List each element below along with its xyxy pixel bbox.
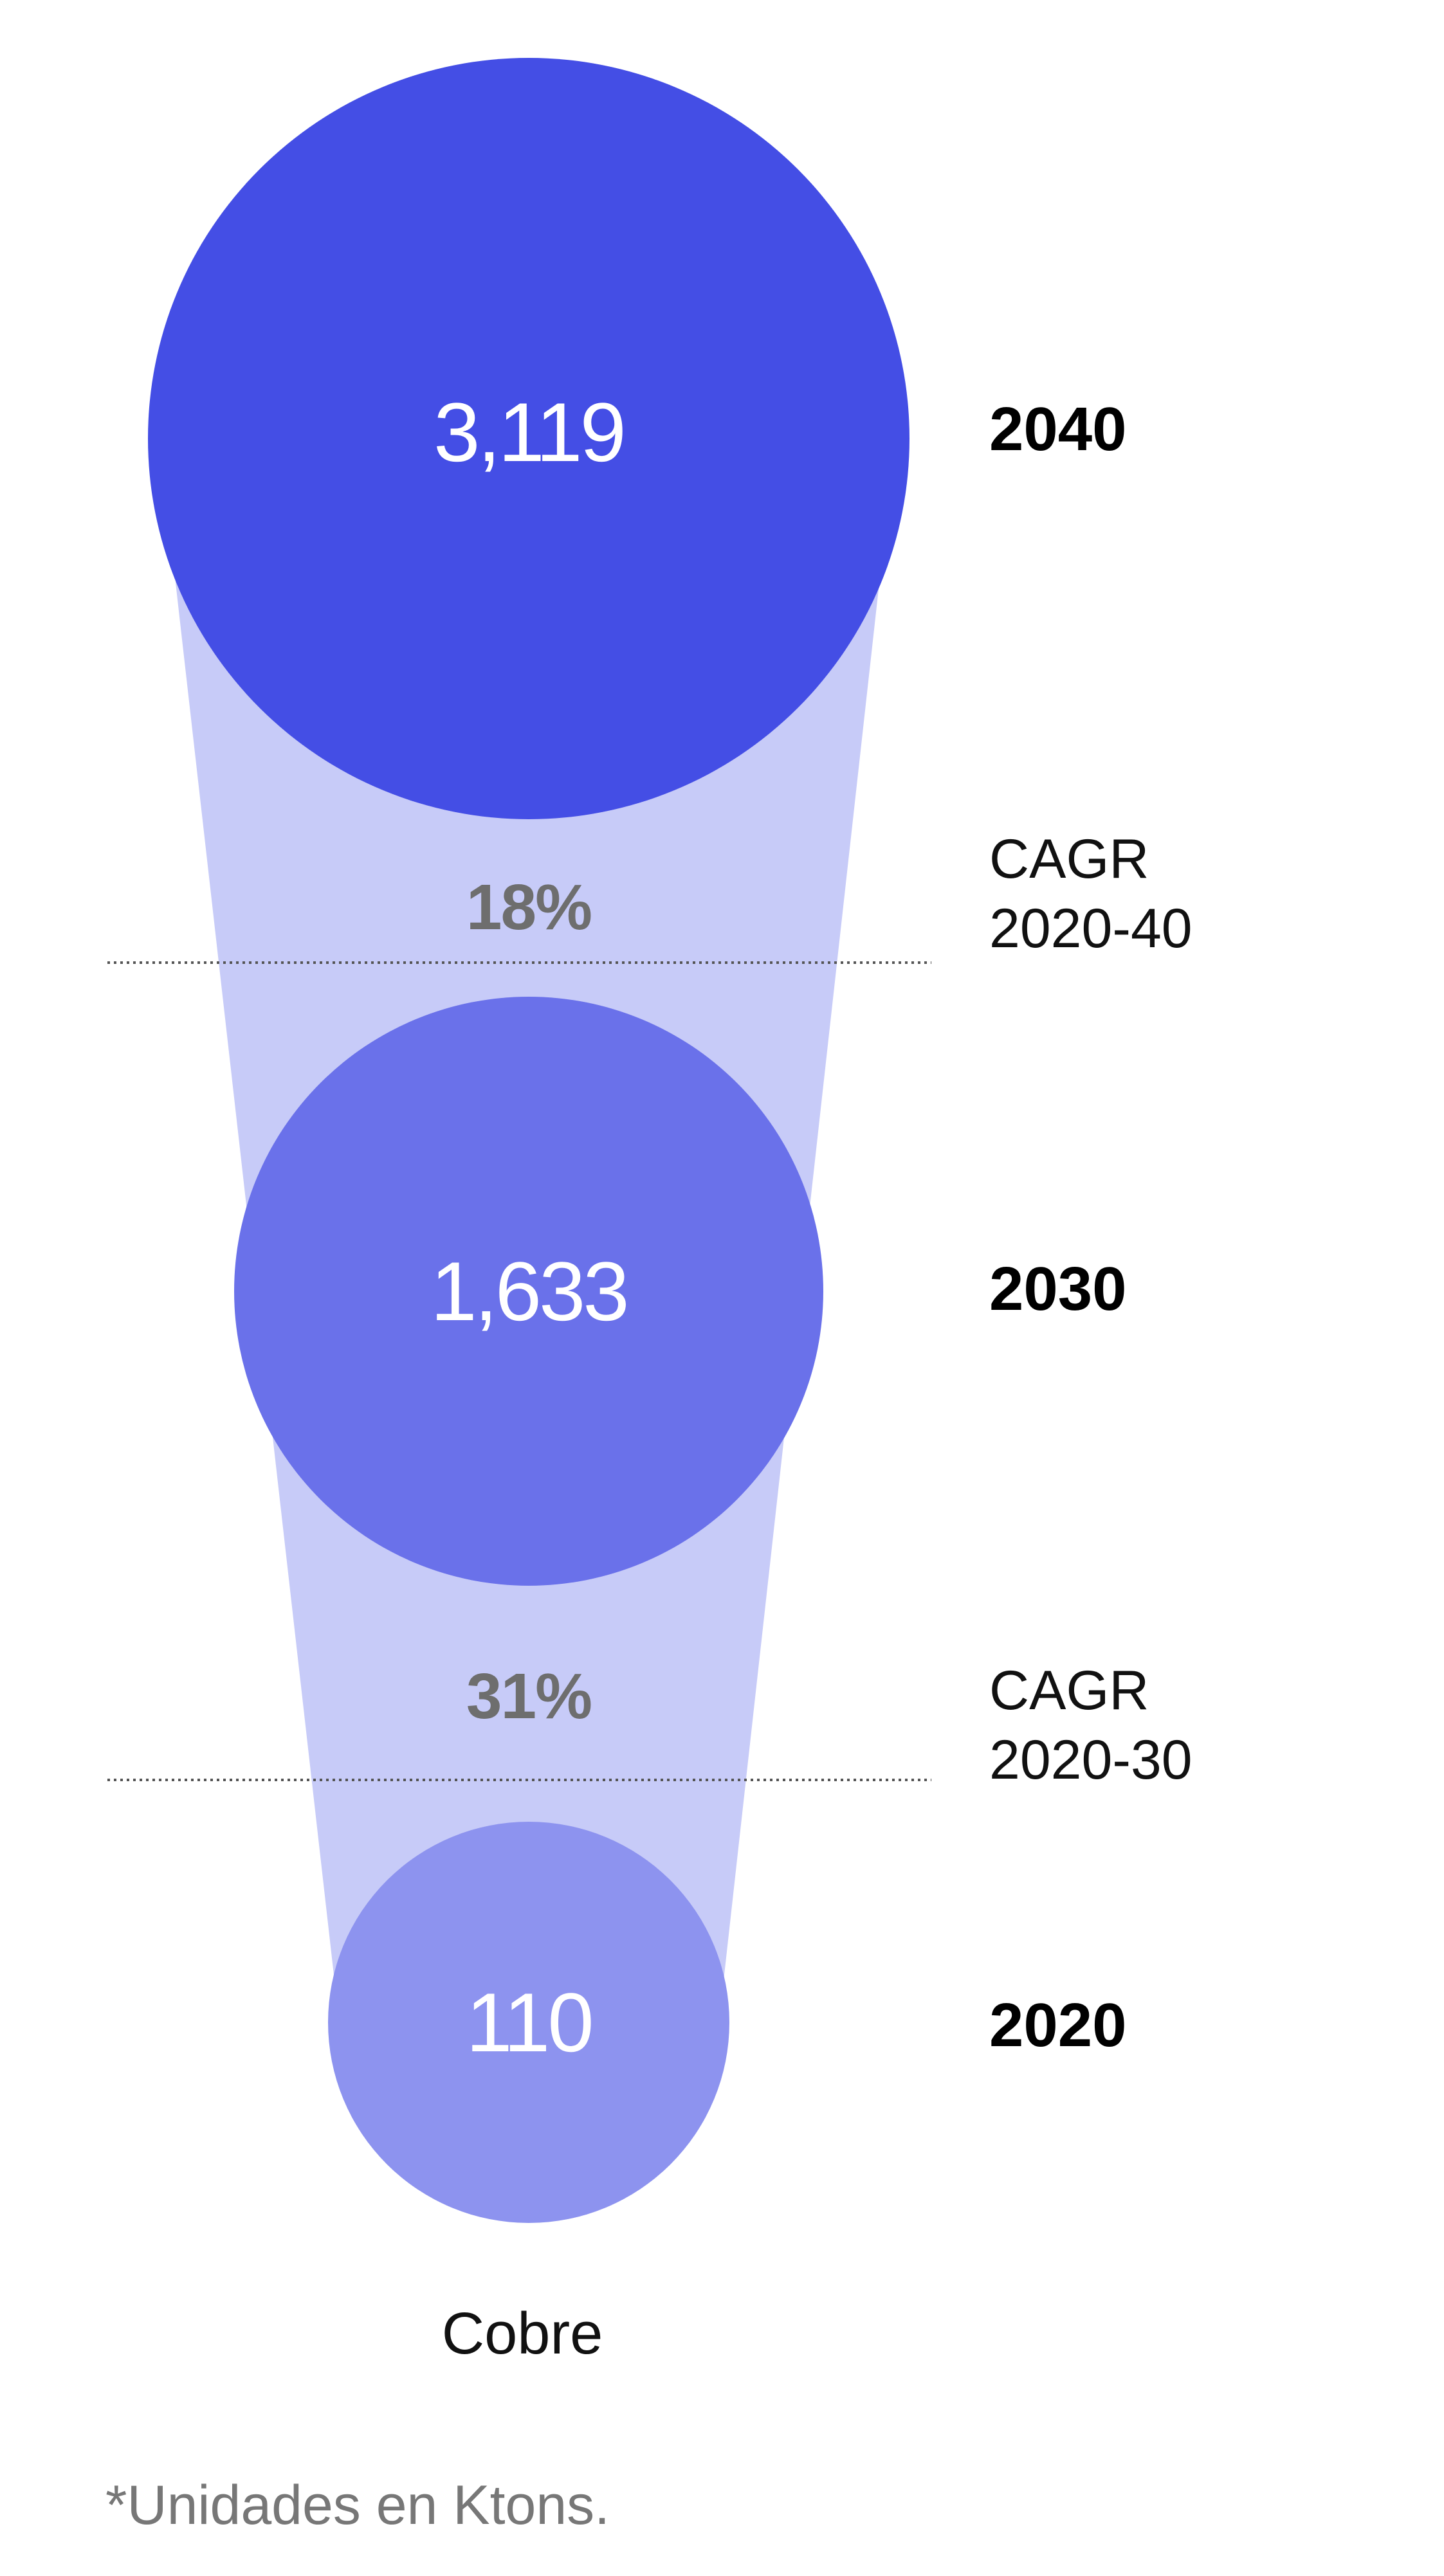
- year-label-2030: 2030: [989, 1255, 1127, 1323]
- cagr-years-2020-40: 2020-40: [989, 898, 1193, 959]
- cagr-value-2020-40: 18%: [466, 871, 591, 943]
- bubble-value-2040: 3,119: [434, 385, 624, 479]
- year-label-2040: 2040: [989, 395, 1127, 464]
- bubble-value-2020: 110: [466, 1975, 591, 2069]
- bubble-2020: [328, 1822, 729, 2223]
- year-label-2020: 2020: [989, 1991, 1127, 2060]
- cagr-label-2020-30: CAGR: [989, 1660, 1149, 1721]
- bubble-2030: [234, 997, 823, 1586]
- cagr-value-2020-30: 31%: [466, 1660, 591, 1732]
- footnote: *Unidades en Ktons.: [105, 2474, 610, 2536]
- category-label: Cobre: [442, 2301, 603, 2366]
- bubble-2040: [148, 58, 909, 819]
- bubble-value-2030: 1,633: [430, 1244, 626, 1338]
- cagr-years-2020-30: 2020-30: [989, 1729, 1193, 1791]
- cagr-label-2020-40: CAGR: [989, 828, 1149, 890]
